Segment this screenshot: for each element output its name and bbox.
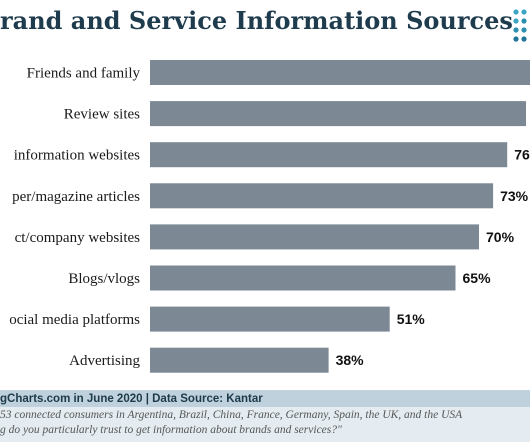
category-label: per/magazine articles bbox=[12, 189, 140, 205]
bar bbox=[150, 224, 479, 250]
value-label: 38% bbox=[336, 352, 365, 368]
category-label: Friends and family bbox=[27, 66, 141, 82]
category-label: Blogs/vlogs bbox=[68, 271, 140, 287]
value-label: 51% bbox=[397, 311, 426, 327]
methodology-note: 53 connected consumers in Argentina, Bra… bbox=[0, 409, 463, 421]
bar bbox=[150, 142, 508, 168]
category-label: information websites bbox=[14, 148, 140, 164]
category-label: ct/company websites bbox=[15, 230, 141, 246]
bar bbox=[150, 306, 390, 332]
bar-chart: Friends and family Review sites informatio… bbox=[9, 60, 530, 373]
bar bbox=[150, 60, 530, 85]
category-label: ocial media platforms bbox=[9, 312, 140, 328]
bar bbox=[150, 265, 456, 291]
source-credit: gCharts.com in June 2020 | Data Source: … bbox=[0, 391, 530, 407]
value-label: 76 bbox=[514, 147, 530, 163]
category-label: Advertising bbox=[69, 353, 140, 369]
value-label: 65% bbox=[463, 270, 492, 286]
value-label: 70% bbox=[486, 229, 515, 245]
question-note: g do you particularly trust to get infor… bbox=[0, 424, 342, 436]
bar bbox=[150, 347, 329, 373]
bar bbox=[150, 183, 494, 209]
chart-title: rand and Service Information Sources bbox=[0, 6, 513, 35]
value-label: 73% bbox=[500, 188, 529, 204]
dot-grid-logo-icon bbox=[513, 9, 527, 42]
bar bbox=[150, 101, 526, 127]
category-label: Review sites bbox=[64, 107, 140, 123]
